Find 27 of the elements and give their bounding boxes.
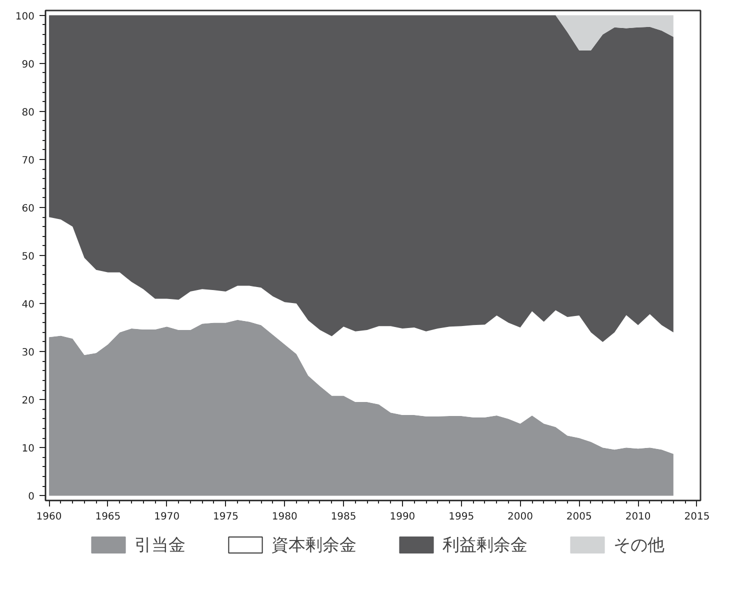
x-tick-label: 1980 <box>272 512 298 522</box>
x-tick-label: 2005 <box>566 512 592 522</box>
x-tick-label: 1995 <box>448 512 474 522</box>
x-tick-label: 1970 <box>154 512 180 522</box>
x-tick-label: 1975 <box>213 512 238 522</box>
x-tick-label: 2015 <box>684 512 710 522</box>
y-tick-label: 100 <box>15 11 35 22</box>
x-tick-label: 1985 <box>330 512 356 522</box>
x-tick-label: 1960 <box>36 512 62 522</box>
x-tick-label: 1990 <box>390 512 416 522</box>
y-tick-label: 0 <box>28 492 35 503</box>
legend-label: 資本剰余金 <box>272 534 356 556</box>
x-tick-label: 2000 <box>508 512 533 522</box>
y-tick-label: 40 <box>22 300 35 311</box>
y-tick-label: 90 <box>22 59 35 70</box>
x-tick-label: 2010 <box>625 512 651 522</box>
y-tick-label: 10 <box>22 444 35 455</box>
y-tick-label: 70 <box>22 155 35 166</box>
x-tick-label: 1965 <box>95 512 121 522</box>
legend-label: 利益剰余金 <box>442 534 528 556</box>
legend-label: その他 <box>614 534 664 556</box>
y-tick-label: 30 <box>22 348 35 359</box>
y-tick-label: 50 <box>22 252 35 262</box>
y-tick-label: 80 <box>22 107 35 118</box>
y-tick-label: 60 <box>22 203 35 214</box>
legend-label: 引当金 <box>134 534 186 556</box>
y-tick-label: 20 <box>22 396 35 407</box>
